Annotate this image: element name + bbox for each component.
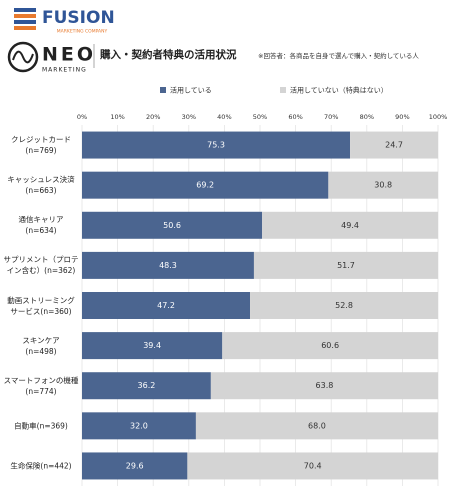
value-label: 47.2 xyxy=(157,301,175,310)
bar-segment xyxy=(250,292,438,319)
bar-segment xyxy=(82,332,223,360)
bar-segment xyxy=(82,131,351,159)
value-label: 75.3 xyxy=(207,141,225,150)
x-tick-label: 30% xyxy=(182,113,196,121)
legend-swatch xyxy=(280,87,286,93)
brand-sub: MARKETING COMPANY xyxy=(57,29,108,35)
category-label: キャッシュレス決済 (n=663) xyxy=(7,175,75,196)
value-label: 52.8 xyxy=(335,301,353,310)
bar-segment xyxy=(195,412,438,440)
value-label: 68.0 xyxy=(308,421,326,430)
category-label: 生命保険(n=442) xyxy=(10,461,72,471)
category-label: クレジットカード (n=769) xyxy=(11,135,71,156)
bar-segment xyxy=(82,372,211,400)
bar-segment xyxy=(187,452,438,480)
value-label: 30.8 xyxy=(374,181,392,190)
value-label: 39.4 xyxy=(143,341,161,350)
bar-segment xyxy=(82,452,188,480)
x-tick-label: 0% xyxy=(77,113,87,121)
value-label: 24.7 xyxy=(385,141,403,150)
x-tick-label: 70% xyxy=(324,113,338,121)
bar-segment xyxy=(82,251,254,279)
chart-title: 購入・契約者特典の活用状況 xyxy=(99,48,237,61)
value-label: 48.3 xyxy=(159,261,177,270)
legend-label: 活用していない（特典はない） xyxy=(290,86,388,95)
category-label: 通信キャリア (n=634) xyxy=(18,215,64,236)
fusion-logo-icon xyxy=(14,8,36,30)
category-label: スマートフォンの機種 (n=774) xyxy=(3,375,79,396)
value-label: 32.0 xyxy=(130,421,148,430)
legend-label: 活用している xyxy=(170,86,212,95)
bar-segment xyxy=(82,412,196,440)
bar-segment xyxy=(262,211,438,239)
value-label: 29.6 xyxy=(126,461,144,470)
x-tick-label: 90% xyxy=(395,113,409,121)
value-label: 69.2 xyxy=(196,181,214,190)
legend-swatch xyxy=(160,87,166,93)
x-tick-label: 10% xyxy=(110,113,124,121)
brand: FUSION xyxy=(42,8,115,28)
category-label: サプリメント（プロテ イン含む）(n=362) xyxy=(3,255,79,276)
value-label: 63.8 xyxy=(316,381,334,390)
value-label: 70.4 xyxy=(304,461,322,470)
bar-segment xyxy=(350,131,438,159)
value-label: 49.4 xyxy=(341,221,359,230)
category-label: スキンケア (n=498) xyxy=(22,335,60,356)
x-tick-label: 80% xyxy=(360,113,374,121)
bar-segment xyxy=(253,251,438,279)
logo-sub: MARKETING xyxy=(42,67,87,74)
neo-logo-wave xyxy=(12,50,34,64)
category-label: 動画ストリーミング サービス(n=360) xyxy=(7,295,75,316)
bar-segment xyxy=(222,332,438,360)
bar-segment xyxy=(210,372,438,400)
value-label: 51.7 xyxy=(337,261,355,270)
x-tick-label: 40% xyxy=(217,113,231,121)
bar-segment xyxy=(82,171,329,199)
x-tick-label: 60% xyxy=(288,113,302,121)
bar-segment xyxy=(82,211,263,239)
value-label: 60.6 xyxy=(321,341,339,350)
x-tick-label: 20% xyxy=(146,113,160,121)
category-label: 自動車(n=369) xyxy=(14,421,68,431)
chart-subtitle: ※回答者：各商品を自身で選んで購入・契約している人 xyxy=(258,51,419,60)
value-label: 36.2 xyxy=(138,381,156,390)
logo: NEO xyxy=(42,44,96,66)
x-tick-label: 50% xyxy=(253,113,267,121)
x-tick-label: 100% xyxy=(429,113,448,121)
bar-segment xyxy=(82,292,251,319)
neo-logo-icon xyxy=(7,41,39,73)
bar-segment xyxy=(328,171,438,199)
value-label: 50.6 xyxy=(163,221,181,230)
